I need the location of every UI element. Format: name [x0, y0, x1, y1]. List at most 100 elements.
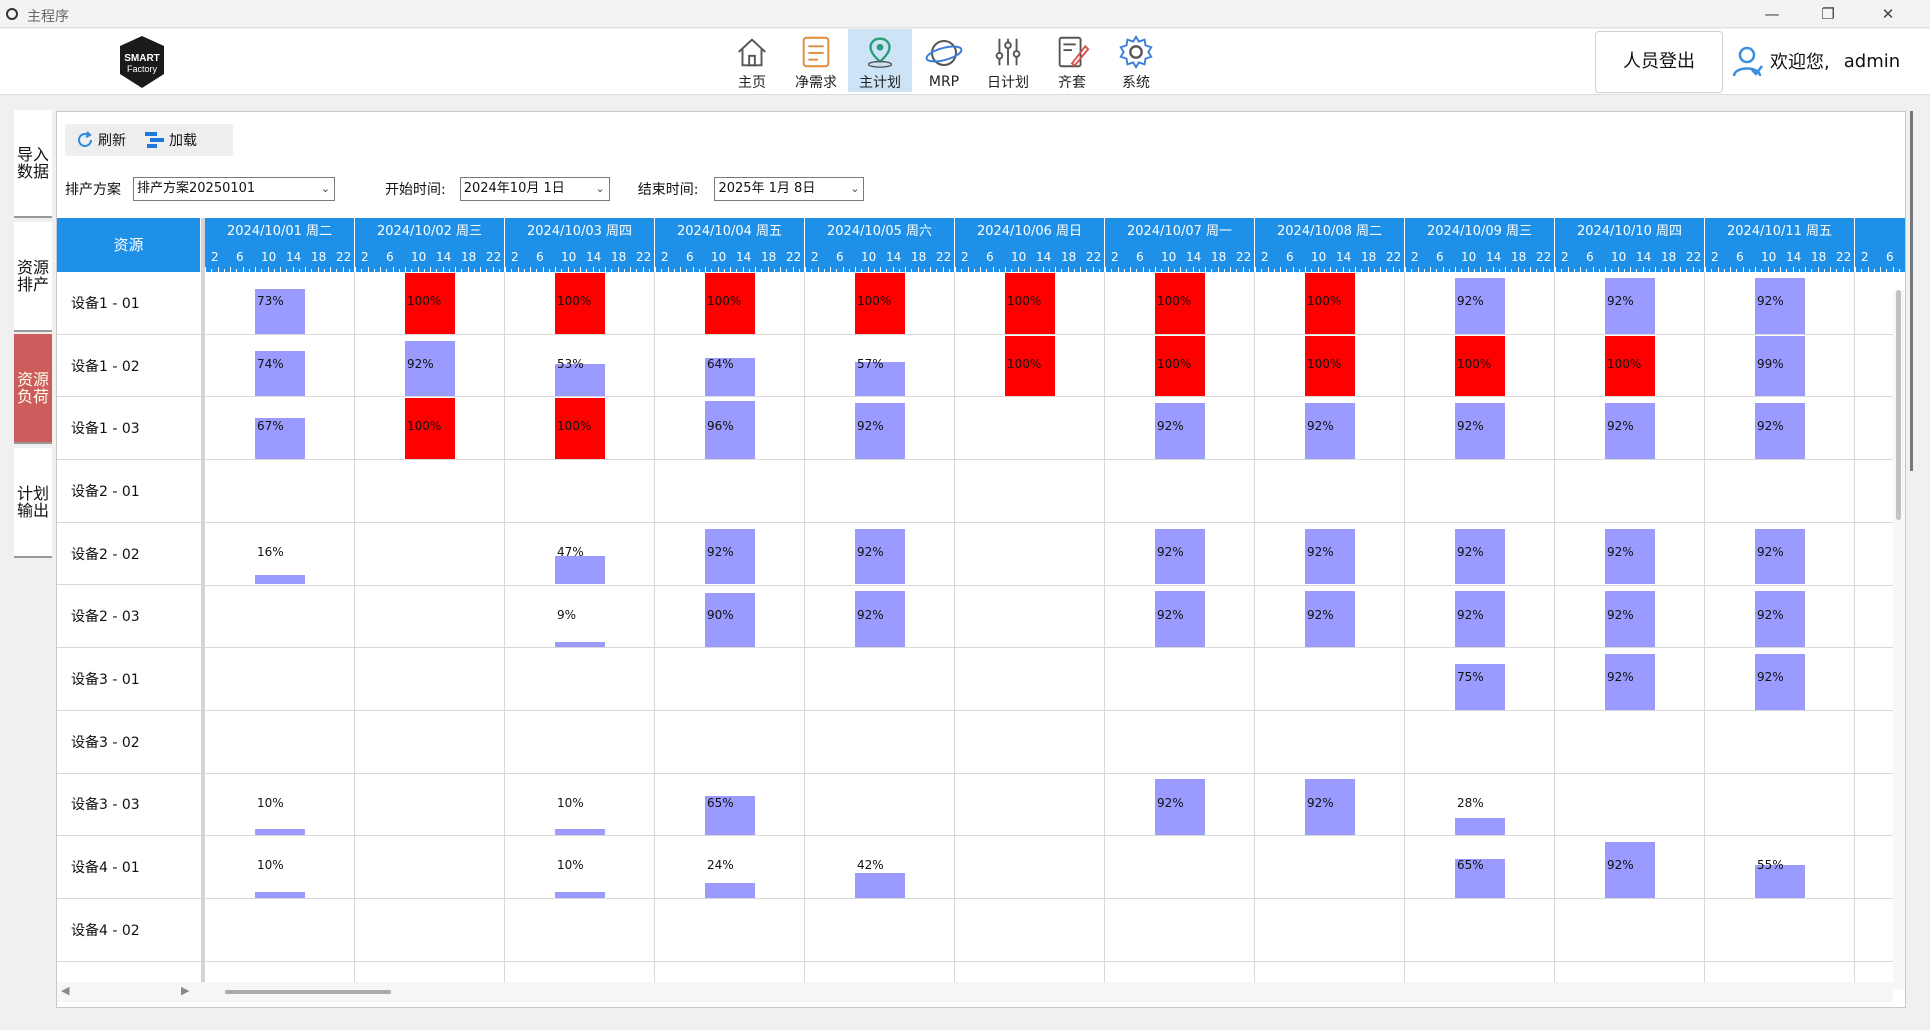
- scroll-thumb[interactable]: [1896, 290, 1901, 520]
- scroll-thumb[interactable]: [225, 990, 391, 994]
- scheme-select[interactable]: 排产方案20250101 ⌄: [133, 177, 335, 201]
- nav-item-planet[interactable]: MRP: [912, 29, 976, 92]
- load-bar[interactable]: [1605, 528, 1655, 585]
- grid-vertical-scrollbar[interactable]: [1893, 290, 1905, 990]
- load-bar[interactable]: [855, 361, 905, 397]
- load-bar[interactable]: [705, 273, 755, 334]
- load-bar[interactable]: [405, 398, 455, 460]
- load-bar[interactable]: [705, 795, 755, 836]
- resource-row[interactable]: 设备1 - 03: [57, 397, 201, 461]
- resource-row[interactable]: 设备3 - 01: [57, 648, 201, 711]
- load-bar[interactable]: [1155, 403, 1205, 460]
- load-bar[interactable]: [855, 273, 905, 334]
- tab-resource-load[interactable]: 资源 负荷: [14, 334, 52, 444]
- load-bar[interactable]: [1755, 591, 1805, 648]
- load-bar[interactable]: [1305, 591, 1355, 648]
- load-bar[interactable]: [1155, 591, 1205, 648]
- tab-resource-scheduling[interactable]: 资源 排产: [14, 222, 52, 332]
- column-splitter[interactable]: [201, 218, 205, 988]
- load-bar[interactable]: [1755, 864, 1805, 898]
- load-bar[interactable]: [255, 891, 305, 898]
- load-bar[interactable]: [555, 555, 605, 585]
- resource-row[interactable]: 设备1 - 02: [57, 334, 201, 398]
- load-bar[interactable]: [705, 400, 755, 460]
- load-bar[interactable]: [1755, 277, 1805, 334]
- nav-item-home[interactable]: 主页: [720, 29, 784, 92]
- load-bar[interactable]: [1605, 277, 1655, 334]
- window-vertical-scrollbar[interactable]: [1906, 111, 1918, 1008]
- load-button[interactable]: 加载: [144, 130, 197, 150]
- resource-row[interactable]: 设备4 - 02: [57, 898, 201, 962]
- resource-row[interactable]: 设备3 - 03: [57, 773, 201, 837]
- nav-item-gear[interactable]: 系统: [1104, 29, 1168, 92]
- end-date-picker[interactable]: 2025年 1月 8日 ⌄: [714, 177, 865, 201]
- refresh-button[interactable]: 刷新: [75, 130, 126, 150]
- resource-row[interactable]: 设备2 - 02: [57, 522, 201, 586]
- load-bar[interactable]: [1305, 779, 1355, 836]
- scroll-right-arrow-icon[interactable]: ▶: [181, 984, 190, 997]
- resource-row[interactable]: 设备2 - 03: [57, 585, 201, 649]
- load-bar[interactable]: [705, 883, 755, 898]
- close-button[interactable]: ✕: [1881, 5, 1895, 23]
- logout-button[interactable]: 人员登出: [1595, 31, 1723, 93]
- nav-item-location-pin[interactable]: 主计划: [848, 29, 912, 92]
- load-bar[interactable]: [1755, 528, 1805, 585]
- grid-horizontal-scrollbar[interactable]: ◀ ▶: [57, 982, 1893, 1002]
- load-bar[interactable]: [555, 273, 605, 334]
- load-bar[interactable]: [1155, 528, 1205, 585]
- load-bar[interactable]: [1455, 858, 1505, 898]
- load-bar[interactable]: [1005, 273, 1055, 334]
- load-bar[interactable]: [855, 872, 905, 898]
- load-bar[interactable]: [255, 574, 305, 585]
- load-bar[interactable]: [555, 891, 605, 898]
- minimize-button[interactable]: —: [1764, 5, 1780, 23]
- load-bar[interactable]: [255, 289, 305, 334]
- load-bar[interactable]: [405, 340, 455, 397]
- load-bar[interactable]: [855, 403, 905, 460]
- load-bar[interactable]: [855, 528, 905, 585]
- load-bar[interactable]: [255, 418, 305, 460]
- load-bar[interactable]: [1605, 335, 1655, 397]
- load-bar[interactable]: [1605, 654, 1655, 710]
- load-bar[interactable]: [1605, 842, 1655, 898]
- resource-row[interactable]: 设备1 - 01: [57, 272, 201, 335]
- load-bar[interactable]: [705, 357, 755, 397]
- load-bar[interactable]: [1155, 779, 1205, 836]
- load-bar[interactable]: [1155, 335, 1205, 397]
- load-bar[interactable]: [1455, 403, 1505, 460]
- load-bar[interactable]: [1755, 654, 1805, 710]
- load-bar[interactable]: [705, 528, 755, 585]
- load-bar[interactable]: [1005, 335, 1055, 397]
- resource-row[interactable]: 设备4 - 01: [57, 836, 201, 899]
- load-bar[interactable]: [1305, 335, 1355, 397]
- load-bar[interactable]: [1455, 818, 1505, 836]
- load-bar[interactable]: [1305, 528, 1355, 585]
- resource-row[interactable]: 设备3 - 02: [57, 710, 201, 774]
- load-bar[interactable]: [1755, 403, 1805, 460]
- start-date-picker[interactable]: 2024年10月 1日 ⌄: [459, 177, 610, 201]
- load-bar[interactable]: [705, 592, 755, 648]
- load-bar[interactable]: [1755, 336, 1805, 397]
- load-bar[interactable]: [255, 351, 305, 397]
- nav-item-list[interactable]: 净需求: [784, 29, 848, 92]
- load-bar[interactable]: [1305, 273, 1355, 334]
- load-bar[interactable]: [1455, 664, 1505, 710]
- nav-item-sliders[interactable]: 日计划: [976, 29, 1040, 92]
- load-bar[interactable]: [555, 364, 605, 397]
- load-bar[interactable]: [255, 829, 305, 836]
- restore-button[interactable]: ❐: [1821, 5, 1835, 23]
- load-bar[interactable]: [555, 641, 605, 648]
- load-bar[interactable]: [1455, 277, 1505, 334]
- nav-item-edit-doc[interactable]: 齐套: [1040, 29, 1104, 92]
- resource-row[interactable]: 设备2 - 01: [57, 460, 201, 523]
- load-bar[interactable]: [855, 591, 905, 648]
- tab-plan-output[interactable]: 计划 输出: [14, 448, 52, 558]
- load-bar[interactable]: [1455, 528, 1505, 585]
- load-bar[interactable]: [405, 273, 455, 334]
- load-bar[interactable]: [555, 829, 605, 836]
- tab-import-data[interactable]: 导入 数据: [14, 110, 52, 218]
- load-bar[interactable]: [1455, 591, 1505, 648]
- load-bar[interactable]: [555, 398, 605, 460]
- load-bar[interactable]: [1605, 591, 1655, 648]
- load-bar[interactable]: [1605, 403, 1655, 460]
